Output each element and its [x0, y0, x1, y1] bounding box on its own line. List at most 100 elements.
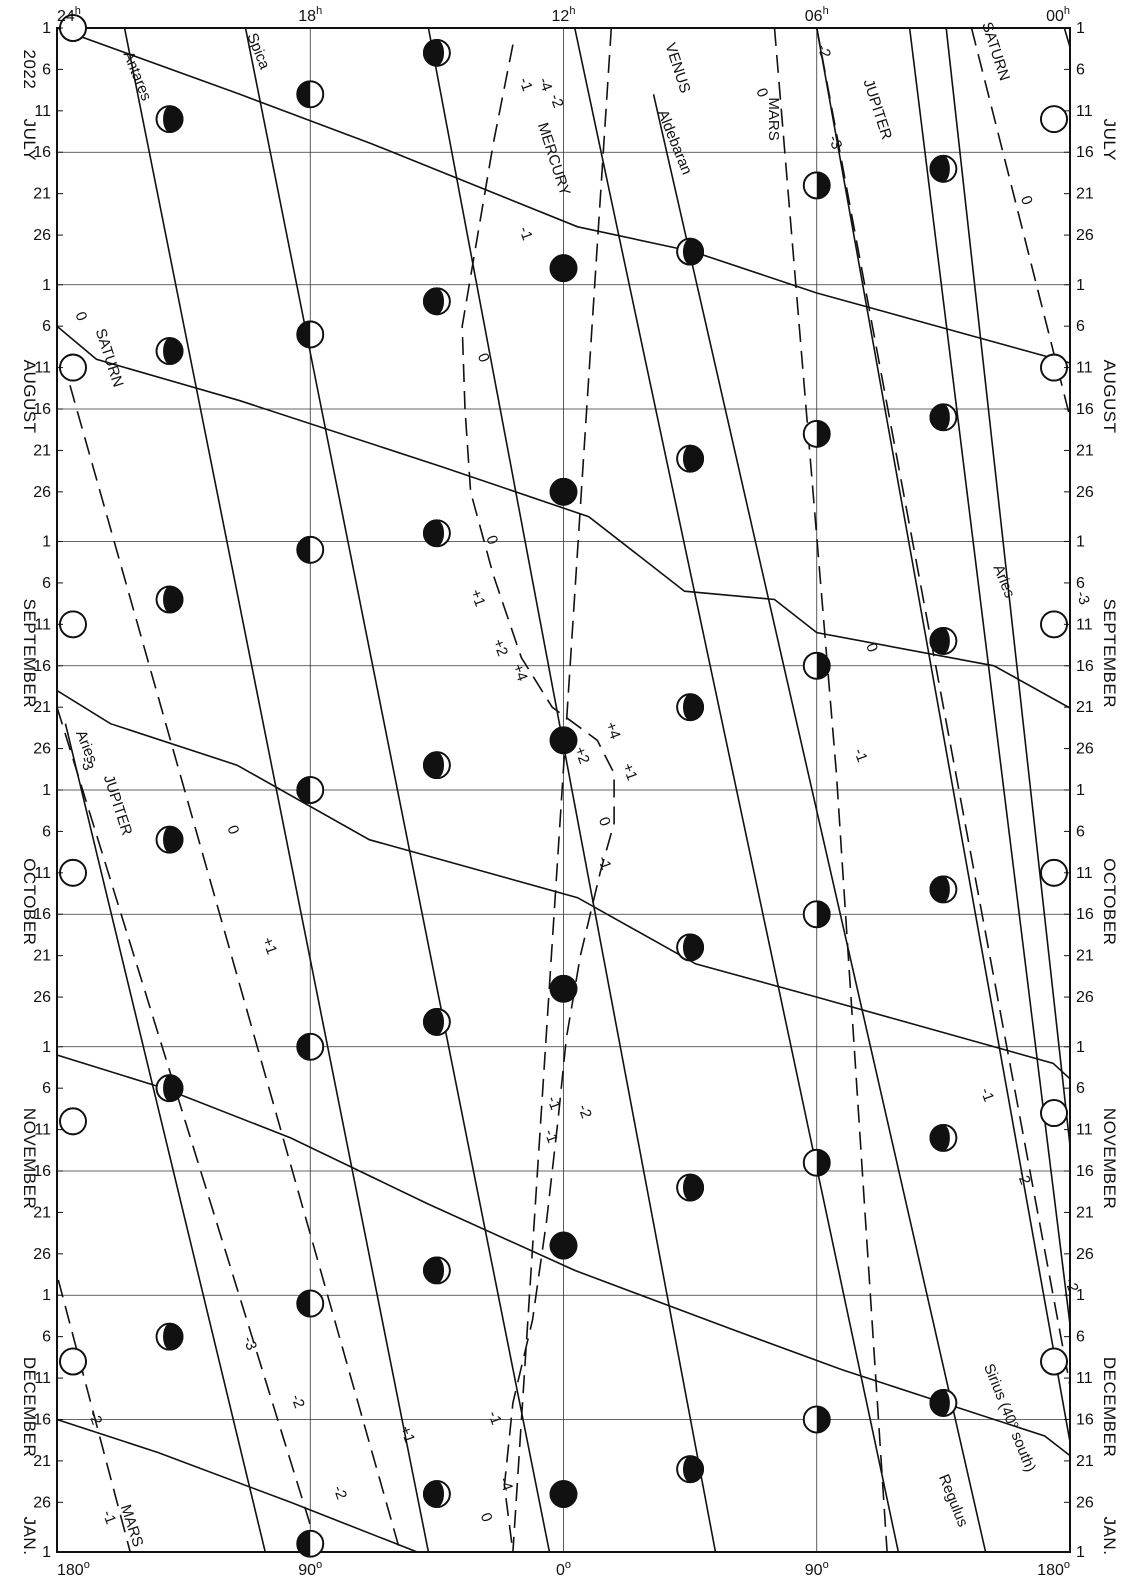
- moon-phase-icon-full: [59, 14, 87, 42]
- end-month-label-right: JAN.: [1100, 1517, 1119, 1556]
- moon-phase-icon-waning-gibbous: [155, 337, 184, 365]
- moon-phase-icon-waxing-gibbous: [929, 875, 958, 904]
- star-label-aldebaran: Aldebaran: [654, 107, 695, 177]
- moon-phase-icon-waxing-crescent: [676, 1173, 705, 1202]
- planet-label-mars: MARS: [117, 1503, 147, 1549]
- y-tick-label-left: 6: [42, 1329, 51, 1346]
- y-tick-label-right: 21: [1076, 948, 1094, 965]
- moon-path: [57, 689, 1070, 1080]
- moon-phase-icon-last-quarter: [296, 80, 325, 109]
- moon-phase-icon-new: [549, 1231, 578, 1260]
- magnitude-label: -1: [977, 1086, 998, 1104]
- month-label-left: AUGUST: [20, 360, 39, 434]
- y-tick-label-right: 1: [1076, 1287, 1085, 1304]
- y-tick-label-left: 1: [42, 1039, 51, 1056]
- y-tick-label-left: 21: [33, 699, 51, 716]
- moon-phase-icon-full: [1040, 1347, 1068, 1376]
- y-tick-label-left: 21: [33, 1453, 51, 1470]
- planet-label-mercury: MERCURY: [534, 121, 574, 198]
- top-axis-label: 24h: [57, 5, 81, 25]
- star-line-aldebaran: [652, 94, 987, 1552]
- moon-phase-icon-waxing-crescent: [676, 693, 705, 722]
- bottom-axis-label: 90o: [298, 1559, 322, 1579]
- magnitude-label: -3: [825, 133, 846, 151]
- month-label-right: JULY: [1100, 119, 1119, 161]
- moon-phase-icon-full: [1040, 105, 1068, 134]
- month-label-right: NOVEMBER: [1100, 1108, 1119, 1209]
- magnitude-label: +1: [467, 587, 489, 609]
- moon-phase-icon-new: [549, 974, 578, 1003]
- star-line-antares: [123, 28, 430, 1552]
- planet-path-mars: [57, 1271, 131, 1552]
- moon-phase-icon-waning-gibbous: [155, 585, 184, 614]
- y-tick-label-left: 1: [42, 1287, 51, 1304]
- month-label-left: SEPTEMBER: [20, 599, 39, 708]
- month-label-right: DECEMBER: [1100, 1357, 1119, 1457]
- magnitude-label: -3: [76, 754, 97, 772]
- month-label-right: AUGUST: [1100, 360, 1119, 434]
- magnitude-label: -3: [1072, 589, 1093, 607]
- planet-path-mars: [773, 28, 888, 1552]
- star-line-unlabeled: [945, 28, 1070, 1153]
- y-tick-label-left: 26: [33, 741, 51, 758]
- planet-label-mars: MARS: [765, 97, 782, 140]
- y-tick-label-right: 6: [1076, 318, 1085, 335]
- bottom-axis-label: 0o: [556, 1559, 571, 1579]
- year-label: 2022: [20, 49, 39, 89]
- y-tick-label-left: 16: [33, 658, 51, 675]
- y-tick-label-right: 26: [1076, 227, 1094, 244]
- y-tick-label-right: 11: [1076, 865, 1093, 882]
- end-day-label-left: 1: [42, 1544, 51, 1561]
- y-tick-label-right: 26: [1076, 989, 1094, 1006]
- y-tick-label-right: 26: [1076, 1246, 1094, 1263]
- y-tick-label-right: 11: [1076, 616, 1093, 633]
- y-tick-label-right: 1: [1076, 1039, 1085, 1056]
- magnitude-label: -2: [287, 1392, 308, 1410]
- magnitude-label: 0: [1017, 194, 1036, 208]
- y-tick-label-right: 21: [1076, 699, 1094, 716]
- magnitude-label: -4: [496, 1475, 517, 1493]
- moon-phase-icon-full: [1040, 1099, 1068, 1127]
- star-line-unlabeled: [573, 28, 900, 1552]
- planet-label-venus: VENUS: [661, 41, 693, 95]
- y-tick-label-right: 6: [1076, 61, 1085, 78]
- magnitude-label: 0: [482, 533, 501, 547]
- magnitude-label: -3: [239, 1334, 260, 1352]
- magnitude-label: -2: [330, 1483, 351, 1501]
- top-axis-label: 00h: [1046, 5, 1070, 25]
- moon-phase-icon-first-quarter: [802, 419, 831, 448]
- star-label-spica: Spica: [243, 31, 273, 73]
- y-tick-label-right: 21: [1076, 1204, 1094, 1221]
- moon-phase-icon-waning-crescent: [422, 751, 451, 780]
- moon-phase-icon-last-quarter: [296, 1529, 325, 1558]
- magnitude-label: +1: [619, 761, 641, 783]
- moon-phase-icon-full: [1040, 858, 1068, 887]
- y-tick-label-right: 26: [1076, 1494, 1094, 1511]
- y-tick-label-left: 6: [42, 575, 51, 592]
- planet-path-mercury: [461, 44, 615, 1552]
- planet-label-saturn: SATURN: [978, 20, 1013, 83]
- star-line-aries: [64, 723, 267, 1552]
- moon-phase-icon-first-quarter: [802, 1405, 831, 1434]
- y-tick-label-left: 11: [34, 103, 51, 120]
- moon-phase-icon-waxing-gibbous: [929, 1123, 958, 1152]
- moon-phase-icon-full: [59, 1107, 87, 1136]
- moon-phase-icon-new: [549, 254, 578, 283]
- y-tick-label-right: 11: [1076, 1370, 1093, 1387]
- planet-path-jupiter: [816, 28, 1070, 1391]
- y-tick-label-right: 11: [1076, 103, 1093, 120]
- moon-phase-icon-waxing-gibbous: [929, 1389, 958, 1417]
- y-tick-label-right: 6: [1076, 823, 1085, 840]
- magnitude-label: +2: [571, 744, 593, 766]
- moon-phase-icon-waning-crescent: [422, 38, 451, 67]
- magnitude-label: -1: [484, 1409, 505, 1427]
- moon-phase-icon-waning-crescent: [422, 287, 451, 316]
- y-tick-label-left: 16: [33, 906, 51, 923]
- star-line-spica: [244, 28, 551, 1552]
- month-label-left: DECEMBER: [20, 1357, 39, 1457]
- moon-phase-icon-waxing-crescent: [676, 444, 705, 473]
- planet-path-saturn: [970, 28, 1070, 418]
- moon-phase-icon-first-quarter: [802, 1148, 831, 1177]
